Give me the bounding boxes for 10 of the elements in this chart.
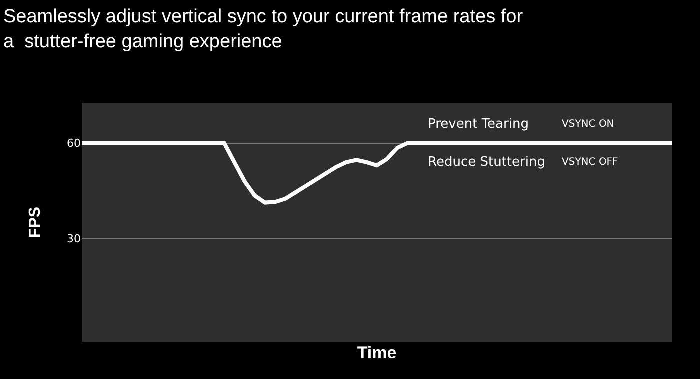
y-tick-label: 60 xyxy=(67,137,81,150)
annotation: Prevent Tearing xyxy=(428,117,529,132)
annotation: Reduce Stuttering xyxy=(428,155,546,170)
chart-title: Seamlessly adjust vertical sync to your current frame rates for a stutter-free gaming experience xyxy=(4,6,524,52)
annotation: VSYNC ON xyxy=(562,119,614,130)
x-axis-title: Time xyxy=(357,343,397,362)
annotation: VSYNC OFF xyxy=(562,157,619,168)
y-tick-label: 30 xyxy=(67,232,81,246)
line-series xyxy=(82,141,672,205)
y-axis-title: FPS xyxy=(26,206,44,238)
